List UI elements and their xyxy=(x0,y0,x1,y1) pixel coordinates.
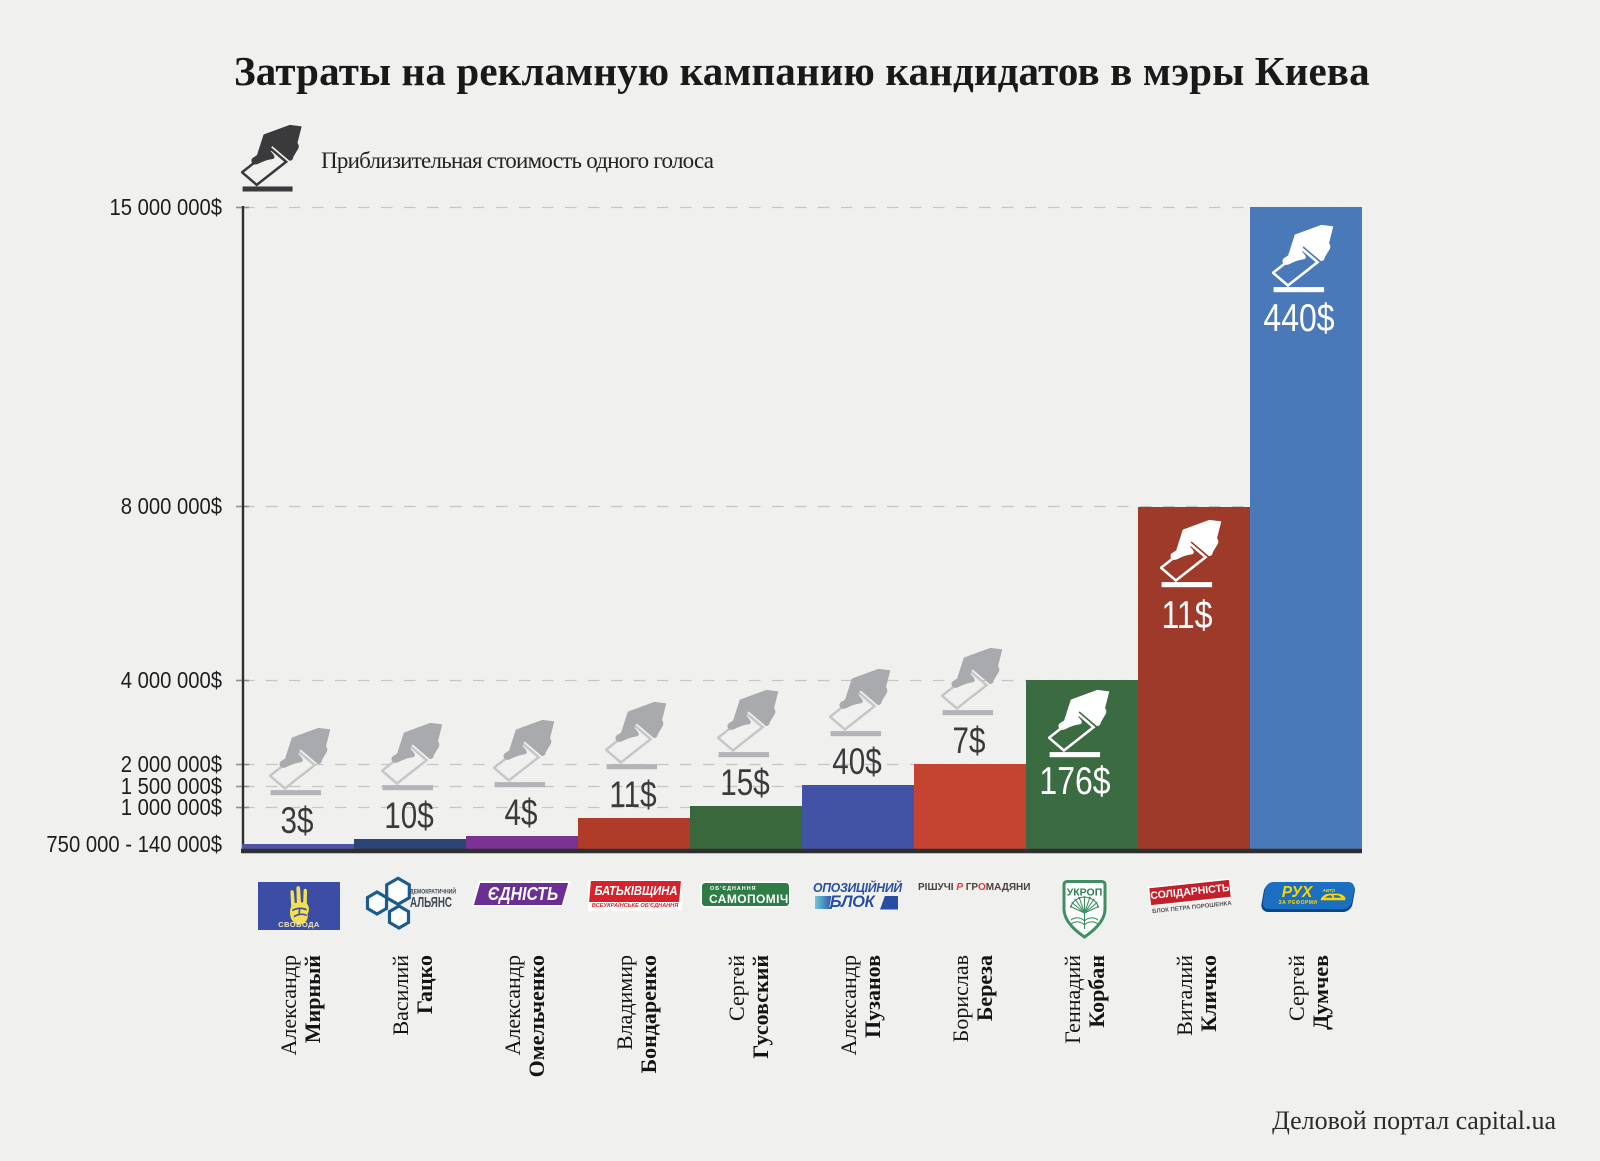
svg-text:СВОБОДА: СВОБОДА xyxy=(278,920,320,929)
svg-text:УКРОП: УКРОП xyxy=(1067,887,1103,899)
svg-text:АЛЬЯНС: АЛЬЯНС xyxy=(410,894,452,911)
svg-text:АВТО: АВТО xyxy=(1322,888,1336,893)
svg-text:ДЕМОКРАТИЧНИЙ: ДЕМОКРАТИЧНИЙ xyxy=(410,886,456,895)
